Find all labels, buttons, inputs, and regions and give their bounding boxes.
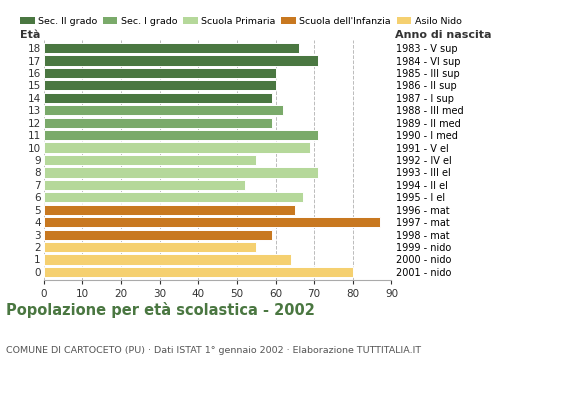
Bar: [44, 130, 318, 140]
Bar: [44, 93, 271, 103]
Bar: [44, 192, 303, 202]
Bar: [44, 68, 276, 78]
Bar: [44, 205, 295, 215]
Text: Popolazione per età scolastica - 2002: Popolazione per età scolastica - 2002: [6, 302, 315, 318]
Bar: [44, 56, 318, 66]
Bar: [44, 142, 310, 153]
Bar: [44, 118, 271, 128]
Text: Età: Età: [20, 30, 40, 40]
Bar: [44, 217, 380, 227]
Bar: [44, 230, 271, 240]
Bar: [44, 155, 256, 165]
Bar: [44, 167, 318, 178]
Bar: [44, 254, 291, 264]
Legend: Sec. II grado, Sec. I grado, Scuola Primaria, Scuola dell'Infanzia, Asilo Nido: Sec. II grado, Sec. I grado, Scuola Prim…: [20, 16, 462, 26]
Bar: [44, 80, 276, 90]
Bar: [44, 267, 353, 277]
Bar: [44, 242, 256, 252]
Bar: [44, 105, 283, 115]
Text: Anno di nascita: Anno di nascita: [395, 30, 491, 40]
Bar: [44, 180, 245, 190]
Text: COMUNE DI CARTOCETO (PU) · Dati ISTAT 1° gennaio 2002 · Elaborazione TUTTITALIA.: COMUNE DI CARTOCETO (PU) · Dati ISTAT 1°…: [6, 346, 421, 355]
Bar: [44, 43, 299, 53]
